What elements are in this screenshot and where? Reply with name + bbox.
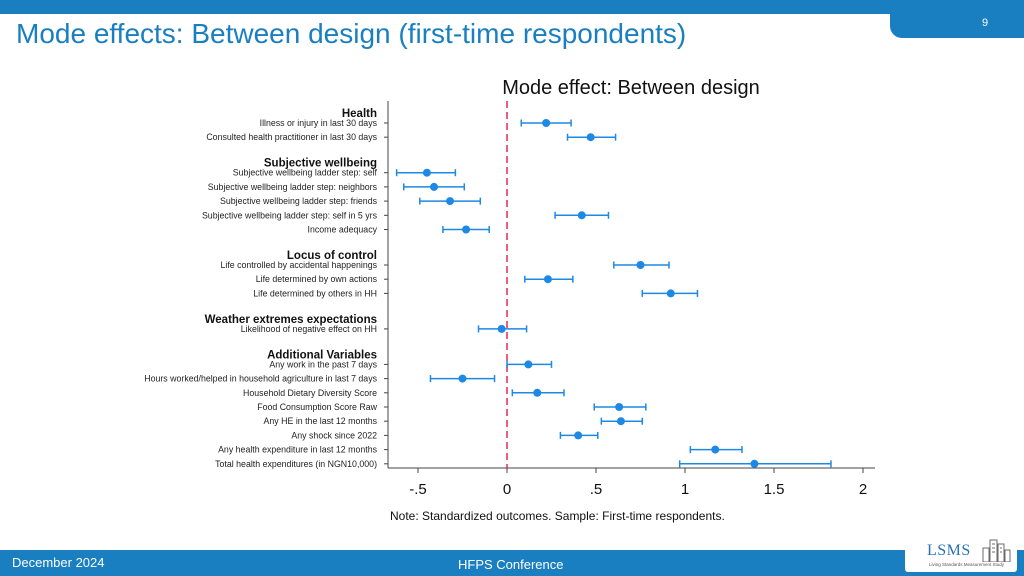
point-estimate (574, 431, 583, 440)
row-label: Total health expenditures (in NGN10,000) (215, 459, 377, 469)
row-label: Food Consumption Score Raw (257, 402, 377, 412)
page-number: 9 (982, 17, 989, 29)
point-estimate (542, 119, 551, 127)
group-header: Locus of control (287, 250, 377, 262)
footer-date: December 2024 (12, 555, 105, 570)
point-estimate (462, 225, 471, 234)
row-label: Subjective wellbeing ladder step: self i… (202, 210, 378, 220)
chart-title: Mode effect: Between design (502, 77, 760, 99)
logo-text: LSMS (927, 542, 971, 559)
row-label: Likelihood of negative effect on HH (241, 324, 377, 334)
x-tick-label: 1.5 (764, 481, 785, 498)
row-label: Subjective wellbeing ladder step: self (233, 168, 378, 178)
group-header: Health (342, 108, 377, 120)
point-estimate (422, 168, 431, 177)
row-label: Consulted health practitioner in last 30… (206, 132, 377, 142)
x-tick-label: -.5 (409, 481, 427, 498)
point-estimate (543, 275, 552, 284)
point-estimate (666, 289, 675, 298)
x-tick-label: 2 (859, 481, 867, 498)
point-estimate (636, 261, 645, 269)
building-icon (982, 539, 1011, 562)
point-estimate (533, 388, 542, 397)
row-label: Income adequacy (308, 225, 378, 235)
row-label: Life determined by own actions (256, 274, 378, 284)
row-label: Any work in the past 7 days (269, 359, 377, 369)
point-estimate (497, 324, 506, 333)
page-number-tab: 9 (890, 0, 1024, 38)
point-estimate (430, 182, 439, 191)
lsms-logo: LSMS Living Standards Measurement Study (905, 532, 1017, 572)
top-bar (0, 0, 1024, 14)
logo-subtext: Living Standards Measurement Study (929, 562, 1005, 567)
x-tick-label: 1 (681, 481, 689, 498)
group-header: Weather extremes expectations (205, 314, 377, 326)
row-label: Illness or injury in last 30 days (260, 118, 378, 128)
row-label: Any HE in the last 12 months (264, 416, 378, 426)
row-label: Any health expenditure in last 12 months (218, 445, 378, 455)
point-estimate (446, 197, 455, 206)
point-estimate (524, 360, 533, 369)
point-estimate (616, 417, 625, 426)
slide-title: Mode effects: Between design (first-time… (16, 18, 687, 49)
point-estimate (577, 211, 586, 220)
footer-conference: HFPS Conference (458, 557, 564, 572)
x-tick-label: .5 (590, 481, 603, 498)
row-label: Life determined by others in HH (253, 288, 377, 298)
point-estimate (586, 133, 595, 142)
row-label: Household Dietary Diversity Score (243, 388, 377, 398)
row-label: Life controlled by accidental happenings (221, 260, 378, 270)
row-label: Hours worked/helped in household agricul… (144, 374, 377, 384)
point-estimate (458, 374, 467, 383)
row-label: Subjective wellbeing ladder step: neighb… (208, 182, 378, 192)
point-estimate (711, 445, 720, 454)
chart-note: Note: Standardized outcomes. Sample: Fir… (390, 509, 725, 523)
row-label: Subjective wellbeing ladder step: friend… (220, 196, 378, 206)
group-header: Additional Variables (267, 349, 377, 361)
row-label: Any shock since 2022 (291, 430, 377, 440)
point-estimate (615, 403, 624, 411)
group-header: Subjective wellbeing (264, 158, 377, 170)
footer-bar: December 2024 HFPS Conference (0, 550, 1024, 576)
x-tick-label: 0 (503, 481, 511, 498)
point-estimate (750, 459, 759, 468)
